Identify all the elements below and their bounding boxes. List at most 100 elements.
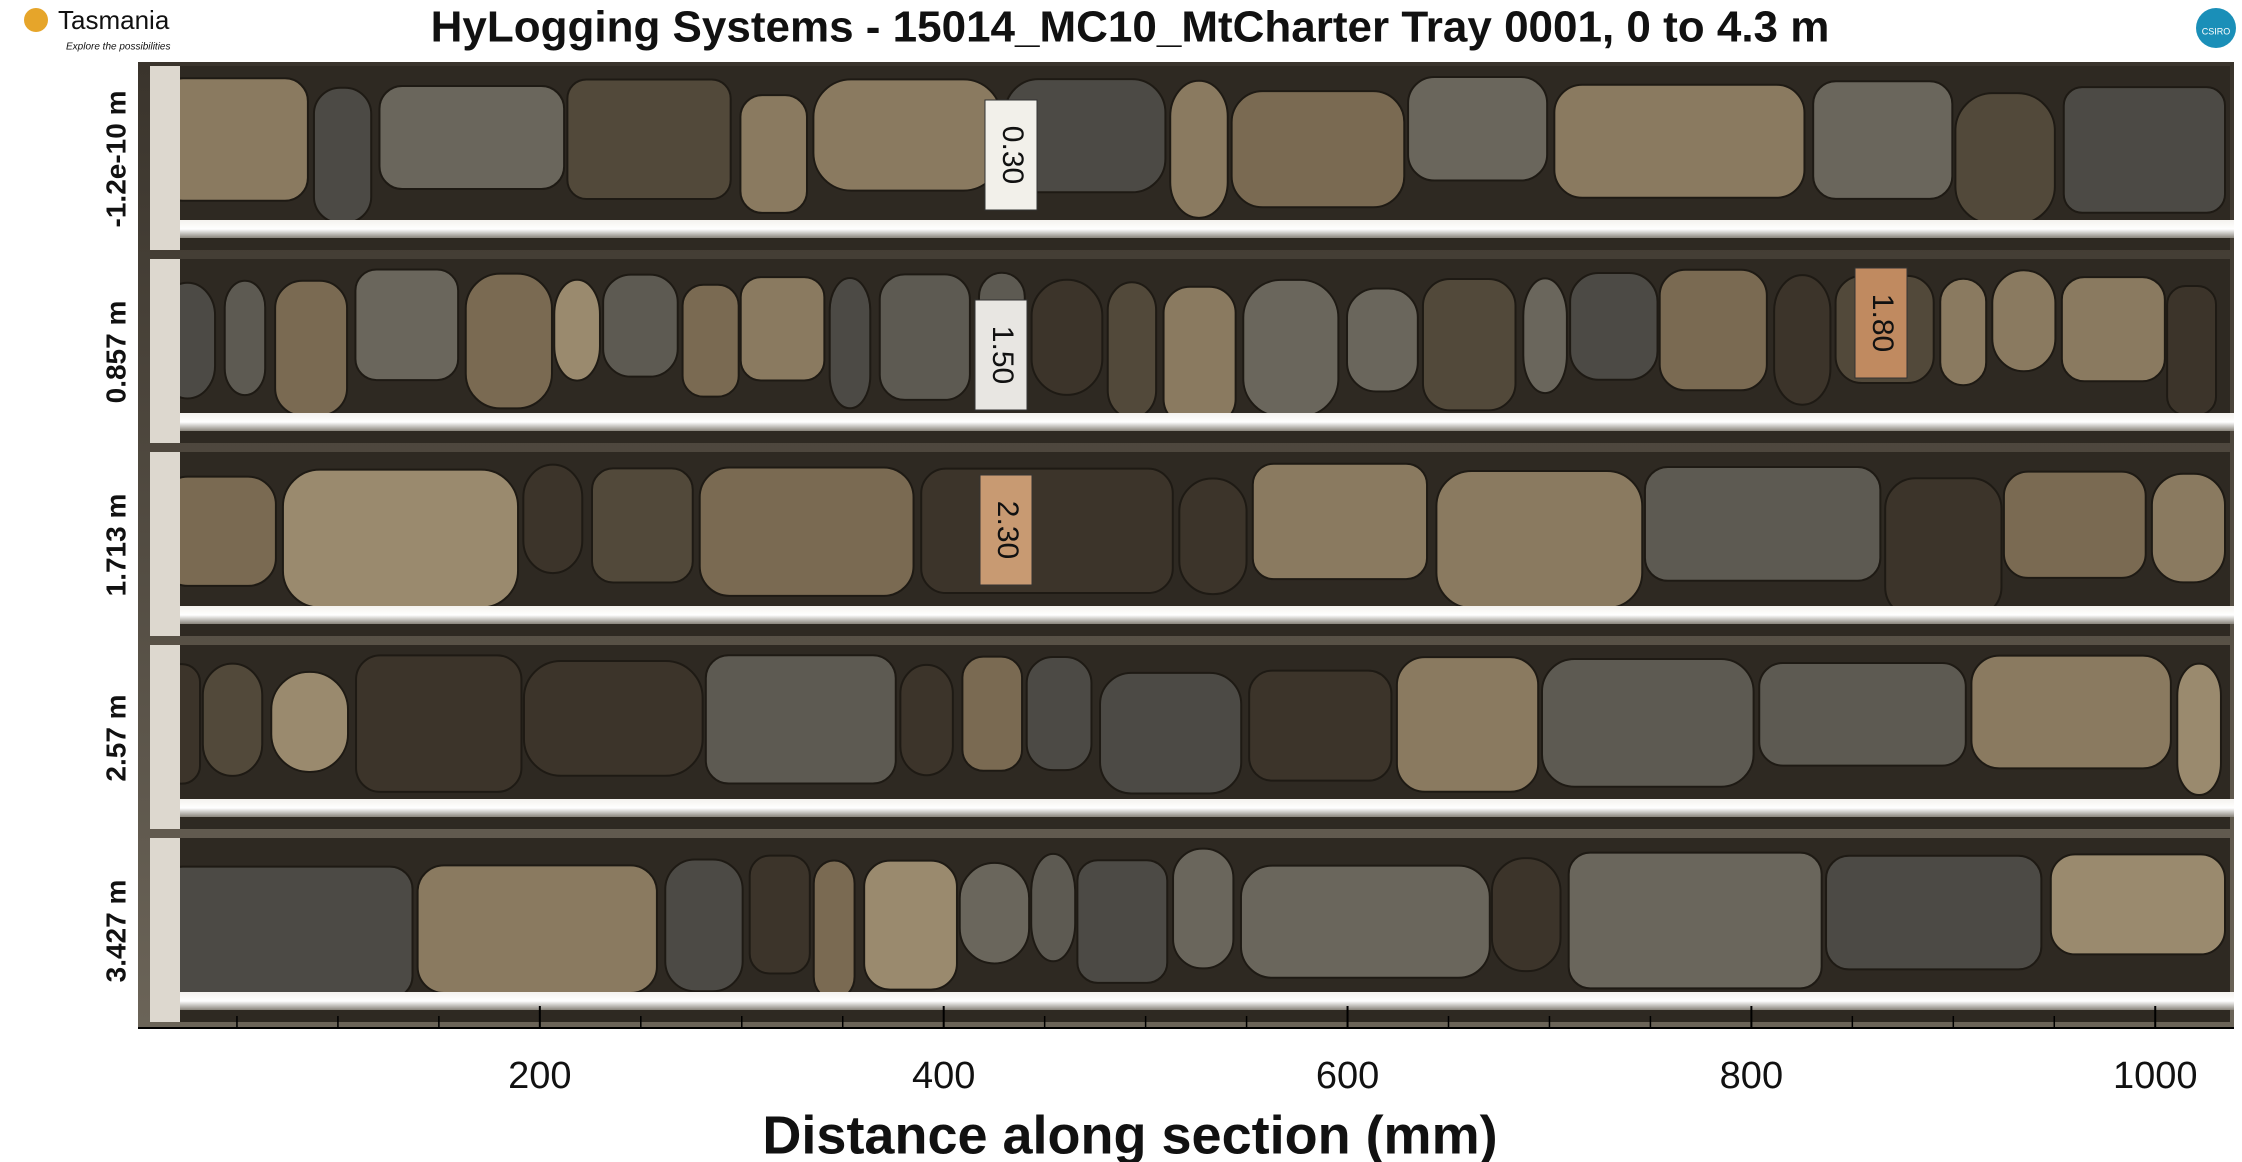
core-piece bbox=[1812, 80, 1954, 200]
core-piece bbox=[1553, 83, 1806, 199]
core-piece bbox=[1825, 854, 2043, 971]
core-piece bbox=[828, 277, 872, 410]
core-piece bbox=[1658, 268, 1768, 392]
row-depth-label: 3.427 m bbox=[100, 880, 131, 983]
tray-end bbox=[150, 645, 180, 829]
core-piece bbox=[1435, 469, 1644, 609]
core-piece bbox=[812, 859, 856, 1001]
core-piece bbox=[464, 272, 553, 410]
core-piece bbox=[1522, 277, 1568, 395]
core-piece bbox=[739, 94, 808, 214]
core-piece bbox=[1991, 269, 2057, 373]
logo-tagline: Explore the possibilities bbox=[66, 42, 171, 53]
core-piece bbox=[281, 468, 520, 609]
core-tag bbox=[979, 474, 1033, 586]
core-tag bbox=[1854, 267, 1908, 379]
core-piece bbox=[1162, 285, 1237, 427]
core-piece bbox=[1407, 75, 1549, 182]
core-piece bbox=[270, 670, 350, 773]
core-piece bbox=[553, 278, 601, 382]
core-piece bbox=[1939, 277, 1988, 387]
core-piece bbox=[566, 78, 732, 201]
core-piece bbox=[1346, 287, 1419, 393]
core-piece bbox=[312, 86, 373, 224]
core-piece bbox=[602, 273, 679, 378]
logo-text: Tasmania bbox=[58, 5, 170, 35]
row-depth-label: 1.713 m bbox=[100, 494, 131, 597]
core-piece bbox=[159, 77, 309, 202]
core-piece bbox=[1251, 462, 1429, 581]
x-axis-label: Distance along section (mm) bbox=[762, 1105, 1497, 1162]
x-tick-label: 800 bbox=[1720, 1055, 1783, 1097]
core-piece bbox=[1421, 278, 1517, 412]
row-depth-label: 0.857 m bbox=[100, 301, 131, 404]
core-piece bbox=[739, 276, 826, 382]
core-piece bbox=[1169, 79, 1229, 219]
core-piece bbox=[1230, 90, 1406, 209]
core-piece bbox=[863, 859, 958, 991]
core-piece bbox=[1490, 857, 1562, 973]
core-piece bbox=[1025, 656, 1093, 772]
core-piece bbox=[2060, 276, 2166, 383]
core-piece bbox=[522, 659, 704, 777]
core-piece bbox=[590, 467, 694, 584]
core-piece bbox=[1076, 859, 1169, 984]
core-piece bbox=[378, 84, 566, 191]
core-piece bbox=[1884, 477, 2003, 619]
tray-end bbox=[150, 452, 180, 636]
core-piece bbox=[1248, 669, 1393, 782]
core-piece bbox=[2062, 86, 2227, 214]
core-piece bbox=[1030, 852, 1077, 963]
core-piece bbox=[2176, 662, 2222, 797]
x-tick-label: 200 bbox=[508, 1055, 571, 1097]
core-piece bbox=[1954, 92, 2056, 225]
core-piece bbox=[522, 463, 584, 575]
core-piece bbox=[920, 467, 1174, 595]
logo-icon bbox=[24, 8, 48, 32]
tray-end bbox=[150, 838, 180, 1022]
core-piece bbox=[664, 858, 744, 993]
tray-rail bbox=[150, 799, 2234, 817]
core-piece bbox=[416, 864, 658, 994]
tray-end bbox=[150, 66, 180, 250]
x-tick-label: 400 bbox=[912, 1055, 975, 1097]
core-piece bbox=[1178, 477, 1248, 596]
core-piece bbox=[1106, 281, 1158, 420]
row-depth-label: -1.2e-10 m bbox=[100, 91, 131, 228]
core-piece bbox=[698, 466, 915, 597]
core-piece bbox=[223, 279, 267, 397]
logo-icon bbox=[2196, 8, 2236, 48]
core-tag bbox=[984, 99, 1038, 211]
logo-right: CSIRO bbox=[2196, 8, 2236, 48]
core-piece bbox=[2166, 285, 2218, 417]
tray-end bbox=[150, 259, 180, 443]
core-piece bbox=[274, 279, 349, 417]
core-piece bbox=[961, 655, 1024, 772]
core-piece bbox=[355, 654, 523, 793]
core-piece bbox=[704, 654, 897, 785]
core-piece bbox=[958, 861, 1031, 965]
core-piece bbox=[1172, 847, 1235, 970]
core-piece bbox=[878, 273, 971, 401]
core-piece bbox=[2150, 472, 2226, 584]
core-piece bbox=[1773, 274, 1832, 406]
core-tag-label: 2.30 bbox=[991, 501, 1024, 559]
row-depth-label: 2.57 m bbox=[100, 694, 131, 781]
logo-left: Tasmania Explore the possibilities bbox=[24, 5, 171, 53]
core-piece bbox=[354, 268, 460, 382]
core-piece bbox=[1099, 671, 1243, 795]
core-piece bbox=[1030, 278, 1104, 396]
tray-rail bbox=[150, 992, 2234, 1010]
core-piece bbox=[899, 663, 954, 777]
core-piece bbox=[1395, 656, 1540, 793]
core-piece bbox=[1758, 661, 1967, 767]
core-piece bbox=[1540, 658, 1755, 788]
core-tag-label: 1.80 bbox=[1866, 294, 1899, 352]
core-piece bbox=[1242, 278, 1340, 418]
core-piece bbox=[1643, 465, 1882, 582]
core-tag bbox=[974, 299, 1028, 411]
core-tag-label: 1.50 bbox=[986, 326, 1019, 384]
logo-text: CSIRO bbox=[2202, 26, 2231, 36]
title: HyLogging Systems - 15014_MC10_MtCharter… bbox=[431, 3, 1830, 52]
x-tick-label: 1000 bbox=[2113, 1055, 2198, 1097]
